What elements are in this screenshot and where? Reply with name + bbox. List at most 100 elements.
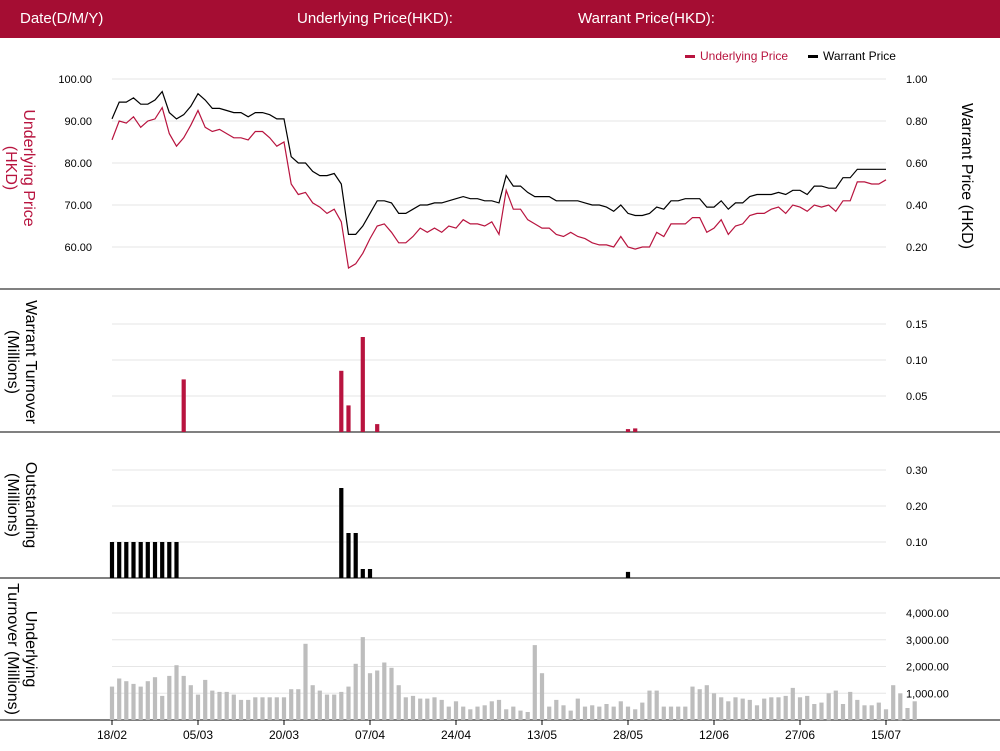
underlying-turnover-bar: [762, 698, 767, 720]
underlying-turnover-bar: [382, 662, 387, 720]
x-tick-label: 12/06: [699, 728, 729, 742]
underlying-price-axis-title: Underlying Price(HKD): [2, 109, 37, 226]
underlying-turnover-bar: [446, 706, 451, 720]
underlying-turnover-bar: [783, 695, 788, 720]
underlying-turnover-bar: [539, 673, 545, 720]
underlying-turnover-bar: [432, 697, 437, 720]
outstanding-bar: [174, 542, 179, 578]
price-y-tick-right: 0.20: [906, 242, 927, 254]
underlying-turnover-bar: [790, 687, 795, 720]
underlying-turnover-bar: [324, 694, 330, 720]
underlying-turnover-bar: [597, 706, 602, 720]
underlying-turnover-bar: [590, 705, 595, 720]
underlying-turnover-bar: [167, 675, 172, 720]
underlying-turnover-bar: [668, 706, 674, 720]
underlying-turnover-bar: [310, 685, 315, 720]
price-y-tick-right: 1.00: [906, 74, 927, 86]
warrant-turnover-bar: [375, 424, 380, 432]
underlying-turnover-bar: [160, 695, 165, 720]
underlying-turnover-bar: [238, 699, 244, 720]
underlying-turnover-bar: [124, 681, 129, 720]
underlying-turnover-bar: [575, 698, 580, 720]
warrant-turnover-bar: [339, 370, 344, 432]
underlying-turnover-bar: [109, 686, 115, 720]
underlying-turnover-bar: [418, 698, 423, 720]
underlying-turnover-bar: [719, 697, 724, 720]
warrant-turnover-bar: [181, 379, 186, 432]
warrant-turnover-axis-title-text: Warrant Turnover(Millions): [4, 300, 39, 425]
underlying-price-line: [111, 106, 887, 269]
underlying-turnover-bar: [346, 686, 351, 720]
underlying-turnover-bar: [812, 704, 817, 720]
underlying-turnover-bar: [869, 705, 874, 720]
underlying-turnover-bar: [518, 710, 523, 720]
underlying-turnover-bar: [403, 697, 408, 720]
underlying-turnover-bar: [568, 710, 573, 720]
outstanding-y-tick: 0.10: [906, 537, 927, 549]
outstanding-bar: [346, 533, 351, 578]
underlying-turnover-bar: [690, 686, 695, 720]
underlying-turnover-y-tick: 1,000.00: [906, 688, 949, 700]
legend-underlying-label: Underlying Price: [700, 49, 788, 63]
outstanding-bar: [167, 542, 172, 578]
outstanding-axis-title: Outstanding(Millions): [4, 462, 39, 548]
underlying-turnover-bar: [898, 693, 903, 721]
underlying-turnover-bar: [439, 699, 444, 720]
outstanding-bar: [160, 542, 165, 578]
underlying-turnover-y-tick: 3,000.00: [906, 635, 949, 647]
underlying-turnover-bar: [747, 699, 752, 720]
price-y-tick-left: 60.00: [64, 242, 92, 254]
x-tick-label: 24/04: [441, 728, 471, 742]
price-y-tick-left: 80.00: [64, 158, 92, 170]
underlying-turnover-bar: [618, 701, 623, 720]
underlying-turnover-bar: [303, 643, 308, 720]
legend-warrant-swatch: [808, 55, 818, 58]
legend-underlying-swatch: [685, 55, 695, 58]
price-y-tick-right: 0.60: [906, 158, 927, 170]
price-y-tick-left: 90.00: [64, 116, 92, 128]
underlying-turnover-bar: [848, 691, 853, 720]
underlying-turnover-bar: [360, 637, 365, 720]
underlying-turnover-bar: [840, 704, 846, 720]
x-tick-label: 15/07: [871, 728, 901, 742]
date-label: Date(D/M/Y): [20, 10, 104, 27]
underlying-turnover-bar: [826, 693, 831, 721]
underlying-turnover-bar: [145, 681, 150, 720]
underlying-turnover-bar: [274, 697, 279, 720]
underlying-turnover-bar: [217, 691, 222, 720]
underlying-turnover-bar: [332, 694, 337, 720]
underlying-turnover-bar: [453, 701, 459, 720]
legend-warrant-label: Warrant Price: [823, 49, 896, 63]
warrant-price-axis-title-text: Warrant Price (HKD): [958, 103, 975, 249]
x-tick-label: 28/05: [613, 728, 643, 742]
outstanding-bar: [339, 488, 344, 578]
underlying-turnover-bar: [726, 701, 731, 720]
x-tick-label: 20/03: [269, 728, 299, 742]
outstanding-bar: [124, 542, 129, 578]
underlying-turnover-axis-title: UnderlyingTurnover (Millions): [4, 583, 39, 715]
underlying-turnover-bar: [281, 697, 287, 720]
outstanding-bar: [131, 542, 136, 578]
underlying-turnover-bar: [367, 673, 373, 720]
outstanding-bar: [360, 569, 365, 578]
underlying-turnover-bar: [289, 689, 294, 720]
underlying-turnover-bar: [475, 706, 480, 720]
underlying-turnover-bar: [267, 697, 272, 720]
underlying-turnover-bar: [131, 683, 136, 720]
warrant-turnover-y-tick: 0.15: [906, 319, 927, 331]
underlying-turnover-bar: [317, 690, 322, 720]
underlying-turnover-bar: [855, 699, 860, 720]
underlying-turnover-bar: [152, 677, 158, 720]
warrant-turnover-bar: [360, 337, 365, 432]
underlying-turnover-bar: [296, 689, 301, 720]
underlying-turnover-bar: [676, 706, 681, 720]
underlying-turnover-bar: [210, 690, 215, 720]
underlying-turnover-bar: [547, 706, 552, 720]
underlying-turnover-bar: [138, 686, 143, 720]
underlying-turnover-bar: [912, 701, 917, 720]
underlying-turnover-bar: [654, 690, 659, 720]
underlying-turnover-bar: [611, 706, 616, 720]
underlying-turnover-bar: [181, 675, 186, 720]
underlying-turnover-bar: [704, 685, 709, 720]
underlying-price-axis-title-text: Underlying Price(HKD): [2, 109, 37, 226]
